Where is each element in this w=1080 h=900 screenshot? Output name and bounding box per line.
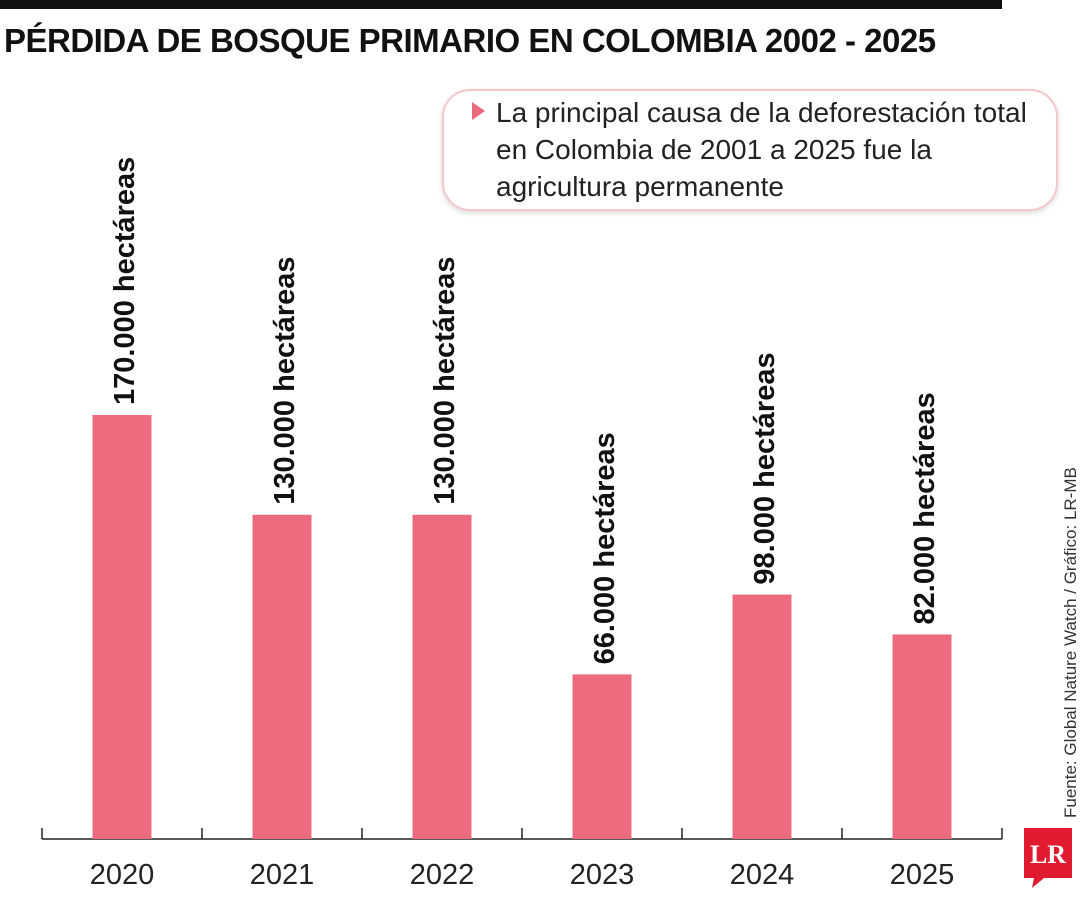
x-tick-label: 2023 <box>570 859 635 891</box>
data-label: 170.000 hectáreas <box>109 157 141 405</box>
lr-logo: LR <box>1024 828 1072 888</box>
bar-2022 <box>412 514 472 839</box>
bar-chart: 2020 170.000 hectáreas 2021 130.000 hectáre… <box>41 157 1003 891</box>
play-triangle-icon <box>472 102 485 120</box>
callout-box <box>442 89 1058 211</box>
lr-logo-text: LR <box>1030 840 1066 869</box>
data-label: 130.000 hectáreas <box>269 256 301 504</box>
bar-2023 <box>572 674 632 839</box>
x-tick-label: 2022 <box>410 859 475 891</box>
lr-logo-badge <box>1024 828 1072 888</box>
x-tick-label: 2024 <box>730 859 795 891</box>
x-tick-label: 2021 <box>250 859 315 891</box>
chart-title: PÉRDIDA DE BOSQUE PRIMARIO EN COLOMBIA 2… <box>4 22 936 59</box>
top-rule <box>0 0 1002 9</box>
bar-2025 <box>892 634 952 839</box>
callout-text: La principal causa de la deforestación t… <box>496 97 1027 202</box>
bar-2020 <box>92 415 152 839</box>
x-tick-label: 2025 <box>890 859 955 891</box>
data-label: 82.000 hectáreas <box>909 392 941 624</box>
source-note: Fuente: Global Nature Watch / Gráfico: L… <box>1061 467 1080 818</box>
data-label: 130.000 hectáreas <box>429 256 461 504</box>
bar-2024 <box>732 594 792 839</box>
bar-2021 <box>252 514 312 839</box>
x-tick-label: 2020 <box>90 859 155 891</box>
data-label: 98.000 hectáreas <box>749 352 781 584</box>
data-label: 66.000 hectáreas <box>589 432 621 664</box>
